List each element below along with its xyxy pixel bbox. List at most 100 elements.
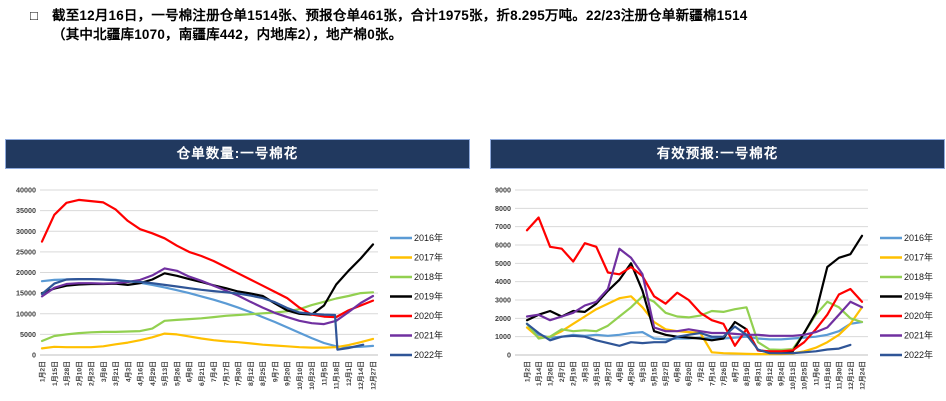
legend-label: 2018年 <box>904 271 933 282</box>
series-line-2022年 <box>525 322 852 355</box>
legend-label: 2016年 <box>904 232 933 243</box>
y-axis-tick-label: 3000 <box>495 296 511 305</box>
legend-label: 2017年 <box>414 252 443 263</box>
x-axis-tick-label: 9月20日 <box>284 361 292 386</box>
x-axis-tick-label: 12月27日 <box>370 361 378 390</box>
x-axis-tick-label: 5月3日 <box>639 361 647 382</box>
x-axis-tick-label: 7月14日 <box>708 361 716 386</box>
x-axis-tick-label: 8月12日 <box>247 361 255 386</box>
y-axis-tick-label: 4000 <box>495 277 511 286</box>
x-axis-tick-label: 7月17日 <box>222 361 230 386</box>
x-axis-tick-label: 1月28日 <box>63 361 71 386</box>
x-axis-tick-label: 7月2日 <box>697 361 705 382</box>
x-axis-tick-label: 7月4日 <box>210 361 218 382</box>
legend-label: 2019年 <box>414 291 443 302</box>
x-axis-tick-label: 1月15日 <box>51 361 59 386</box>
x-axis-tick-label: 10月25日 <box>801 361 809 390</box>
x-axis-tick-label: 5月15日 <box>651 361 659 386</box>
series-line-2017年 <box>525 295 864 356</box>
x-axis-tick-label: 5月13日 <box>161 361 169 386</box>
x-axis-tick-label: 11月5日 <box>320 361 328 386</box>
x-axis-tick-label: 12月1日 <box>345 361 353 386</box>
square-bullet-icon: □ <box>30 8 38 23</box>
x-axis-tick-label: 6月20日 <box>685 361 693 386</box>
y-axis-tick-label: 7000 <box>495 222 511 231</box>
series-line-2020年 <box>525 216 864 353</box>
summary-text: 截至12月16日，一号棉注册仓单1514张、预报仓单461张，合计1975张，折… <box>52 6 748 44</box>
summary-block: □ 截至12月16日，一号棉注册仓单1514张、预报仓单461张，合计1975张… <box>30 6 920 44</box>
summary-line-1: 截至12月16日，一号棉注册仓单1514张、预报仓单461张，合计1975张，折… <box>52 8 748 23</box>
series-line-2021年 <box>40 267 375 326</box>
y-axis-tick-label: 35000 <box>16 206 36 215</box>
x-axis-tick-label: 4月8日 <box>616 361 624 382</box>
x-axis-tick-label: 6月8日 <box>186 361 194 382</box>
legend-label: 2019年 <box>904 291 933 302</box>
x-axis-tick-label: 12月24日 <box>859 361 867 390</box>
y-axis-tick-label: 30000 <box>16 227 36 236</box>
summary-line-2: （其中北疆库1070，南疆库442，内地库2），地产棉0张。 <box>52 27 403 42</box>
x-axis-tick-label: 12月12日 <box>847 361 855 390</box>
legend-label: 2021年 <box>904 330 933 341</box>
series-line-2016年 <box>40 277 375 349</box>
series-line-2020年 <box>40 198 375 319</box>
y-axis-tick-label: 2000 <box>495 314 511 323</box>
x-axis-tick-label: 7月30日 <box>235 361 243 386</box>
x-axis-tick-label: 10月23日 <box>308 361 316 390</box>
legend-label: 2016年 <box>414 232 443 243</box>
x-axis-tick-label: 11月30日 <box>835 361 843 389</box>
warehouse-receipts-panel: 仓单数量:一号棉花 0 5000 10000 15000 20000 25000 30000… <box>5 139 470 401</box>
series-line-2018年 <box>525 295 864 351</box>
x-axis-tick-label: 8月25日 <box>259 361 267 386</box>
x-axis-tick-label: 8月7日 <box>731 361 739 382</box>
x-axis-tick-label: 9月24日 <box>778 361 786 386</box>
series-line-2019年 <box>525 234 864 353</box>
series-line-2021年 <box>525 247 864 337</box>
y-axis-tick-label: 25000 <box>16 247 36 256</box>
series-line-2017年 <box>40 332 375 350</box>
x-axis-tick-label: 1月2日 <box>39 361 47 382</box>
x-axis-tick-label: 3月3日 <box>581 361 589 382</box>
y-axis-tick-label: 1000 <box>495 332 511 341</box>
y-axis-tick-label: 9000 <box>495 186 511 195</box>
y-axis-tick-label: 5000 <box>495 259 511 268</box>
x-axis-tick-label: 3月27日 <box>604 361 612 386</box>
x-axis-tick-label: 11月6日 <box>812 361 820 386</box>
x-axis-tick-label: 4月16日 <box>137 361 145 386</box>
x-axis-tick-label: 4月20日 <box>627 361 635 386</box>
x-axis-tick-label: 9月12日 <box>766 361 774 386</box>
valid-forecast-chart: 0 1000 2000 3000 4000 5000 6000 7000 8000 9000 1月2… <box>495 186 933 390</box>
valid-forecast-panel: 有效预报:一号棉花 0 1000 2000 3000 4000 5000 6000 7000 8… <box>490 139 945 401</box>
x-axis-tick-label: 3月21日 <box>112 361 120 386</box>
x-axis-tick-label: 9月7日 <box>271 361 279 382</box>
x-axis-tick-label: 11月18日 <box>333 361 341 389</box>
legend-label: 2017年 <box>904 252 933 263</box>
y-axis-tick-label: 8000 <box>495 204 511 213</box>
x-axis-tick-label: 1月26日 <box>547 361 555 386</box>
x-axis-tick-label: 1月14日 <box>535 361 543 386</box>
y-axis-tick-label: 40000 <box>16 186 36 195</box>
x-axis-tick-label: 10月13日 <box>789 361 797 390</box>
x-axis-tick-label: 2月19日 <box>570 361 578 386</box>
x-axis-tick-label: 5月26日 <box>173 361 181 386</box>
y-axis-tick-label: 10000 <box>16 309 36 318</box>
x-axis-tick-label: 8月31日 <box>755 361 763 386</box>
x-axis-tick-label: 3月15日 <box>593 361 601 386</box>
legend-label: 2018年 <box>414 271 443 282</box>
x-axis-tick-label: 6月21日 <box>198 361 206 386</box>
x-axis-tick-label: 3月8日 <box>100 361 108 382</box>
y-axis-tick-label: 0 <box>32 351 36 360</box>
y-axis-tick-label: 5000 <box>20 330 36 339</box>
x-axis-tick-label: 5月27日 <box>662 361 670 386</box>
y-axis-tick-label: 6000 <box>495 241 511 250</box>
legend-label: 2021年 <box>414 330 443 341</box>
y-axis-tick-label: 20000 <box>16 268 36 277</box>
x-axis-tick-label: 12月14日 <box>357 361 365 390</box>
x-axis-tick-label: 7月26日 <box>720 361 728 386</box>
x-axis-tick-label: 8月19日 <box>743 361 751 386</box>
x-axis-tick-label: 11月18日 <box>824 361 832 389</box>
warehouse-receipts-chart: 0 5000 10000 15000 20000 25000 30000 35000 40000… <box>16 186 443 390</box>
x-axis-tick-label: 10月10日 <box>296 361 304 390</box>
y-axis-tick-label: 0 <box>507 351 511 360</box>
chart-title-warehouse-receipts: 仓单数量:一号棉花 <box>5 139 470 169</box>
